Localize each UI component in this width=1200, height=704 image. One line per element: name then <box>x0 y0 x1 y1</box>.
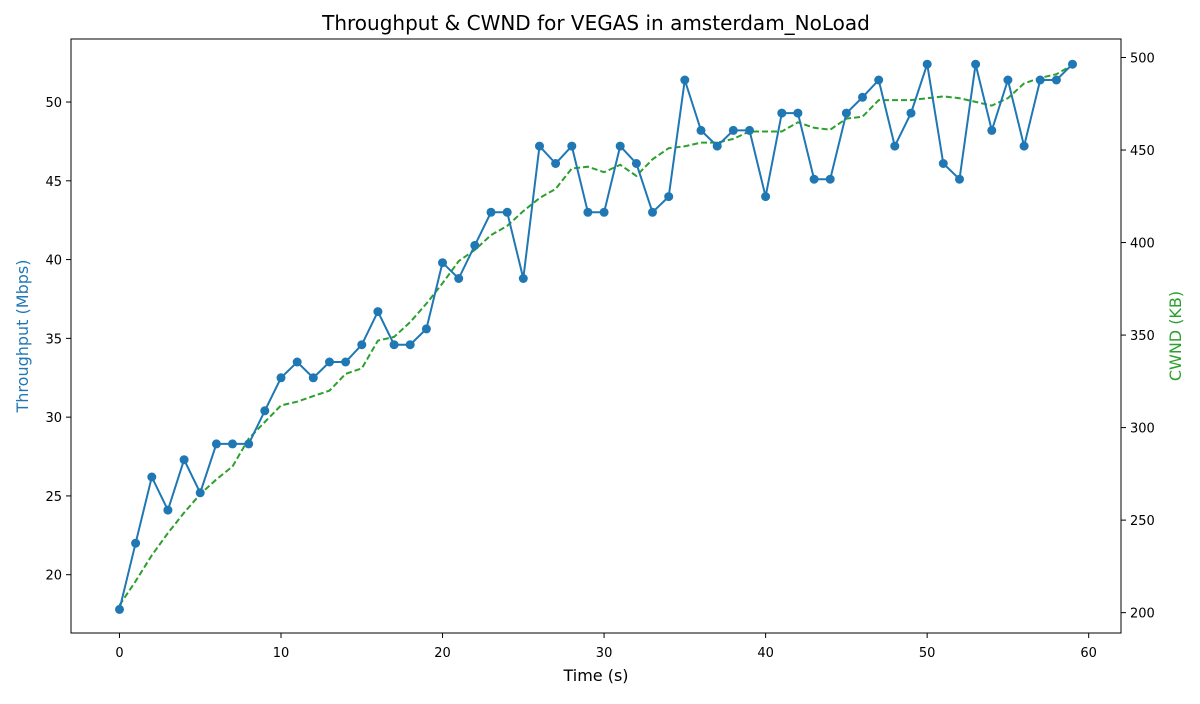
throughput-line <box>118 63 1074 610</box>
throughput-point <box>648 207 657 217</box>
throughput-point <box>1035 75 1045 85</box>
y-right-tick-label: 350 <box>1130 329 1155 344</box>
throughput-point <box>761 192 771 202</box>
throughput-point <box>341 357 351 367</box>
throughput-point <box>583 207 593 217</box>
throughput-point <box>809 174 819 184</box>
throughput-point <box>228 439 237 449</box>
throughput-point <box>922 59 932 69</box>
cwnd-line <box>118 64 1074 606</box>
throughput-point <box>858 92 867 102</box>
throughput-point <box>405 340 415 350</box>
throughput-point <box>793 108 803 118</box>
throughput-point <box>1003 75 1013 85</box>
throughput-point <box>938 159 948 168</box>
throughput-point <box>825 174 835 184</box>
throughput-point <box>276 373 286 383</box>
throughput-point <box>470 240 480 250</box>
throughput-point <box>1068 59 1077 69</box>
x-axis: 0 10 20 30 40 50 60 <box>115 633 1097 661</box>
y-left-tick-label: 25 <box>45 490 62 505</box>
throughput-point <box>987 125 997 135</box>
throughput-point <box>260 406 270 416</box>
throughput-point <box>841 108 851 118</box>
throughput-point <box>195 488 205 498</box>
throughput-point <box>971 59 981 69</box>
throughput-point <box>728 125 738 135</box>
y-left-tick-label: 40 <box>45 254 62 269</box>
throughput-point <box>211 439 221 449</box>
throughput-point <box>745 125 754 135</box>
y-left-tick-label: 20 <box>45 569 62 584</box>
x-tick-label: 10 <box>273 646 290 661</box>
throughput-point <box>599 207 609 217</box>
throughput-point <box>131 538 141 548</box>
x-tick-label: 50 <box>919 646 936 661</box>
throughput-point <box>955 174 964 184</box>
throughput-point <box>325 357 334 367</box>
throughput-point <box>357 340 367 350</box>
x-axis-label: Time (s) <box>562 666 628 685</box>
throughput-point <box>454 274 464 283</box>
throughput-point <box>179 455 189 465</box>
throughput-point <box>389 340 399 350</box>
y-left-tick-label: 45 <box>45 175 62 190</box>
throughput-point <box>664 192 674 202</box>
throughput-point <box>906 108 916 118</box>
throughput-point <box>518 274 528 283</box>
y-axis-left-label: Throughput (Mbps) <box>13 260 32 414</box>
throughput-point <box>1051 75 1061 85</box>
throughput-point <box>1019 141 1029 151</box>
throughput-point <box>680 75 690 85</box>
x-tick-label: 20 <box>434 646 451 661</box>
y-left-tick-label: 30 <box>45 411 62 426</box>
throughput-point <box>502 207 512 217</box>
throughput-point <box>308 373 318 383</box>
y-right-tick-label: 250 <box>1130 514 1155 529</box>
throughput-point <box>535 141 544 151</box>
y-right-tick-label: 200 <box>1130 607 1155 622</box>
throughput-point <box>712 141 722 151</box>
x-tick-label: 40 <box>757 646 774 661</box>
y-left-tick-label: 35 <box>45 332 62 347</box>
throughput-point <box>890 141 900 151</box>
throughput-point <box>874 75 884 85</box>
throughput-point <box>438 258 447 268</box>
throughput-point <box>244 439 254 449</box>
x-tick-label: 60 <box>1080 646 1097 661</box>
throughput-point <box>163 505 173 515</box>
series-layer <box>115 59 1077 614</box>
throughput-point <box>777 108 787 118</box>
axes-frame <box>70 38 1122 634</box>
plot-frame <box>70 38 1122 634</box>
throughput-point <box>486 207 496 217</box>
throughput-point <box>567 141 577 151</box>
y-right-tick-label: 500 <box>1130 52 1155 67</box>
y-right-tick-label: 450 <box>1130 144 1155 159</box>
y-axis-right-label: CWND (KB) <box>1166 291 1185 381</box>
y-axis-left: 20 25 30 35 40 45 50 <box>45 96 71 584</box>
y-left-tick-label: 50 <box>45 96 62 111</box>
throughput-point <box>615 141 625 151</box>
throughput-point <box>551 159 561 168</box>
throughput-point <box>631 159 641 168</box>
throughput-point <box>373 307 383 317</box>
throughput-point <box>421 324 431 334</box>
chart-title: Throughput & CWND for VEGAS in amsterdam… <box>321 11 870 35</box>
x-tick-label: 0 <box>115 646 123 661</box>
throughput-point <box>696 125 706 135</box>
y-axis-right: 200 250 300 350 400 450 500 <box>1121 52 1155 622</box>
throughput-point <box>147 472 157 482</box>
throughput-point <box>292 357 302 367</box>
y-right-tick-label: 300 <box>1130 422 1155 437</box>
throughput-point <box>115 604 124 614</box>
x-tick-label: 30 <box>596 646 613 661</box>
y-right-tick-label: 400 <box>1130 237 1155 252</box>
